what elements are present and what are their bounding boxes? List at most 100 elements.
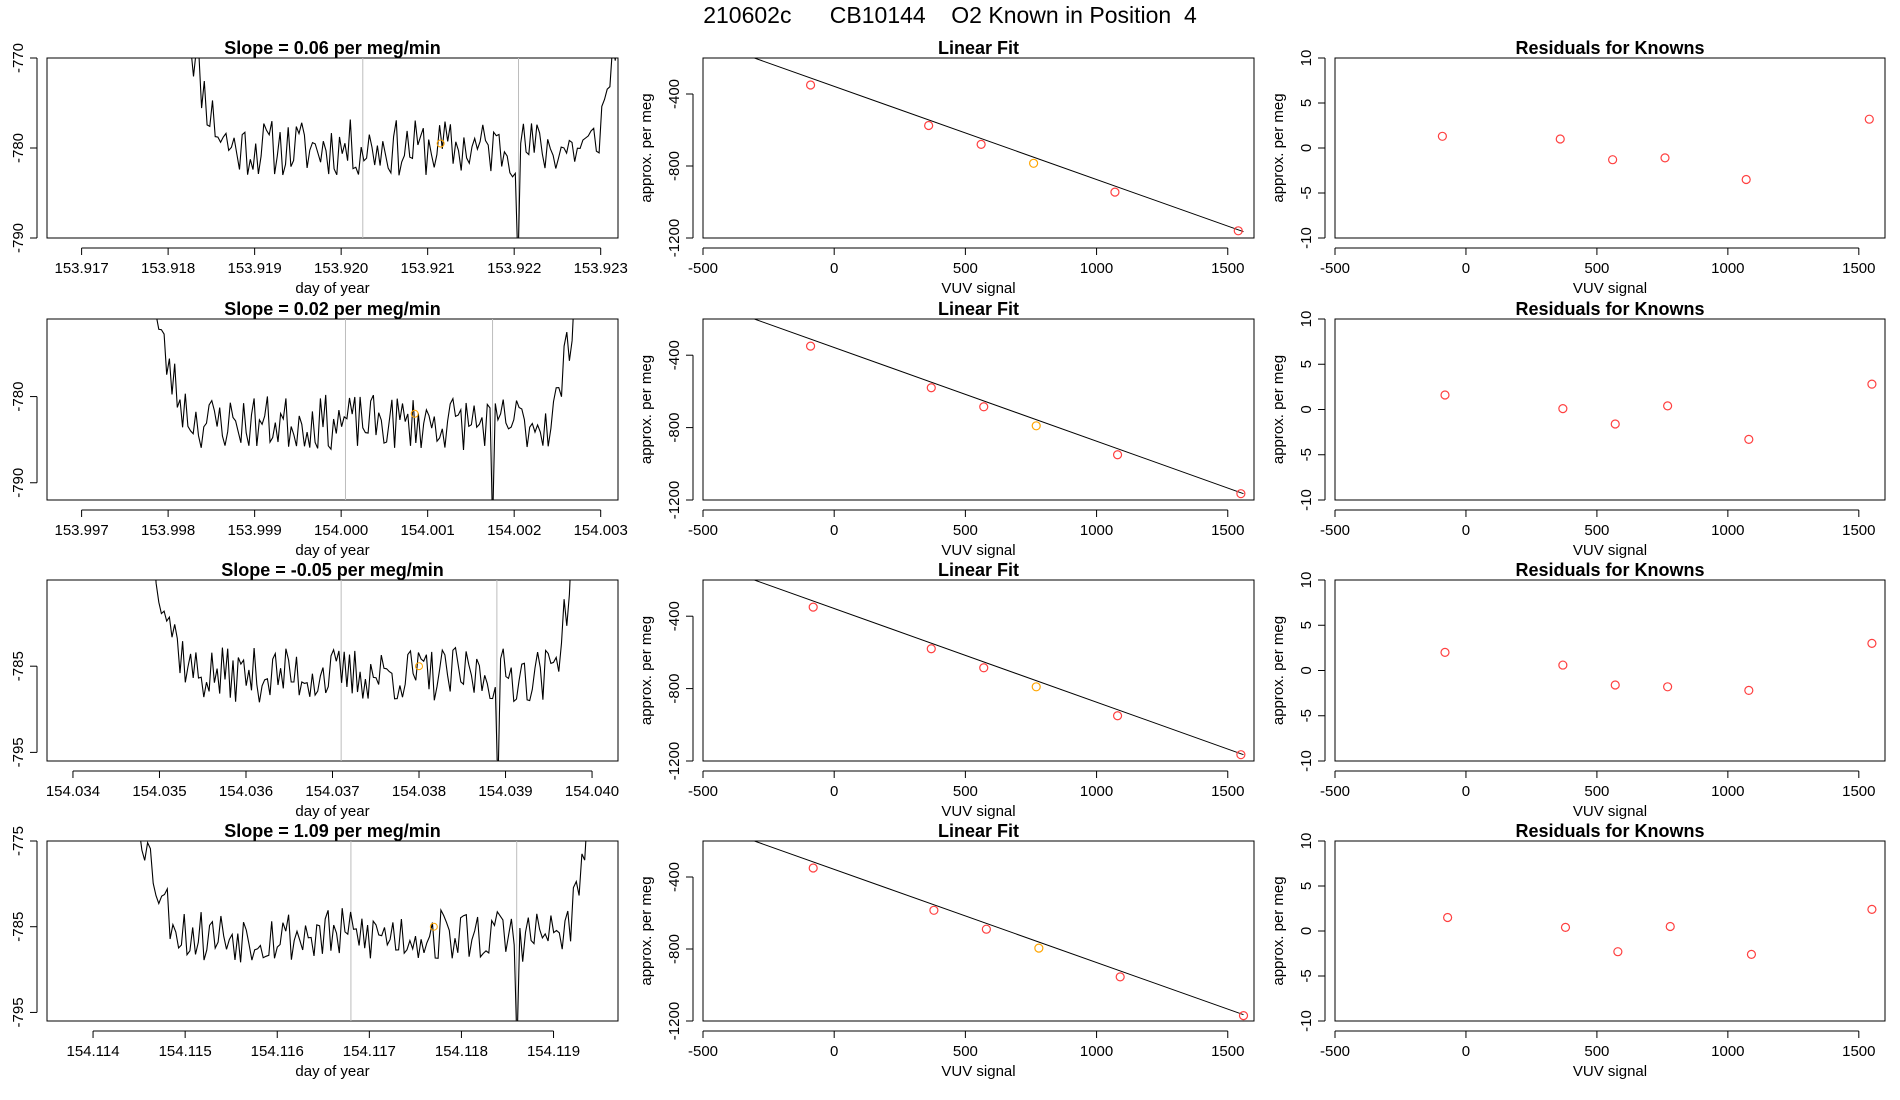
timeseries-panel-3: Slope = -0.05 per meg/min 154.034 154.035 1…	[10, 560, 619, 820]
panel-title: Linear Fit	[938, 38, 1019, 58]
x-tick-label: 154.038	[392, 783, 446, 800]
panel-title: Residuals for Knowns	[1515, 560, 1704, 580]
y-tick-label: 10	[1298, 572, 1315, 589]
x-tick-label: 1000	[1080, 522, 1113, 539]
residual-point	[1665, 921, 1675, 932]
y-tick-label: -800	[666, 934, 683, 964]
y-axis-label: approx. per meg	[1270, 616, 1287, 725]
fit-line	[752, 58, 1244, 233]
x-tick-label: 1500	[1211, 522, 1244, 539]
x-tick-label: 154.036	[219, 783, 273, 800]
y-tick-label: 10	[1298, 311, 1315, 328]
y-tick-label: -780	[10, 133, 27, 163]
known-point	[805, 341, 816, 351]
y-tick-label: -770	[10, 43, 27, 73]
x-tick-label: 154.114	[66, 1043, 119, 1060]
known-point	[981, 924, 991, 934]
residual-point	[1660, 153, 1670, 163]
unknown-marker	[415, 662, 424, 671]
y-tick-label: -780	[10, 382, 27, 412]
data-area	[140, 841, 587, 1021]
plot-frame	[46, 318, 619, 501]
x-tick-label: 154.002	[487, 522, 541, 539]
panel-title: Linear Fit	[938, 821, 1019, 841]
x-tick-label: 1000	[1711, 260, 1744, 277]
known-point	[808, 602, 818, 612]
y-axis-label: approx. per meg	[638, 616, 655, 725]
y-tick-label: -400	[666, 340, 683, 370]
known-point	[924, 120, 934, 131]
panel-title: Slope = 1.09 per meg/min	[224, 821, 441, 841]
x-tick-label: 154.118	[435, 1043, 488, 1060]
y-axis-label: approx. per meg	[638, 93, 655, 202]
timeseries-panel-1: Slope = 0.06 per meg/min 153.917 153.918 15…	[10, 38, 628, 297]
known-point	[979, 402, 989, 412]
x-axis-label: VUV signal	[1573, 803, 1647, 820]
residual-point	[1744, 685, 1754, 696]
residual-point	[1440, 647, 1450, 658]
data-area	[1440, 638, 1877, 696]
residual-point	[1613, 947, 1623, 957]
data-area	[752, 58, 1244, 236]
plot-frame	[46, 57, 619, 239]
x-tick-label: 154.001	[401, 522, 455, 539]
y-tick-label: -775	[10, 826, 27, 856]
known-point	[1112, 711, 1123, 721]
x-axis-label: day of year	[295, 1063, 369, 1080]
x-tick-label: 154.000	[314, 522, 368, 539]
x-tick-label: 153.921	[401, 260, 455, 277]
residual-point	[1610, 680, 1620, 690]
x-axis-label: VUV signal	[941, 542, 1015, 559]
residual-point	[1558, 660, 1568, 670]
y-tick-label: -1200	[666, 742, 683, 780]
residual-point	[1443, 912, 1453, 923]
y-tick-label: -795	[10, 737, 27, 767]
panel-title: Slope = 0.02 per meg/min	[224, 299, 441, 319]
y-tick-label: -5	[1298, 709, 1315, 722]
x-tick-label: 1500	[1211, 1043, 1244, 1060]
plot-frame	[46, 579, 619, 762]
x-tick-label: -500	[1320, 522, 1350, 539]
residual-point	[1440, 390, 1450, 400]
per-meg-trace	[155, 580, 571, 761]
x-tick-label: 500	[953, 1043, 978, 1060]
y-axis-label: approx. per meg	[638, 876, 655, 985]
x-tick-label: 500	[953, 783, 978, 800]
y-tick-label: -800	[666, 674, 683, 704]
plot-frame	[702, 840, 1255, 1022]
y-tick-label: 0	[1298, 666, 1315, 674]
data-area	[752, 841, 1249, 1021]
data-area	[1440, 379, 1877, 444]
residual-point	[1741, 174, 1751, 185]
residual-point	[1744, 434, 1754, 444]
unknown-marker	[436, 139, 445, 148]
x-tick-label: 153.999	[228, 522, 282, 539]
y-tick-label: -10	[1298, 227, 1315, 249]
x-tick-label: 500	[953, 260, 978, 277]
linear-fit-panel-3: Linear Fit -500 0 500 1000 1500 VUV signal -120…	[638, 560, 1255, 820]
residual-point	[1560, 922, 1571, 933]
y-tick-label: -795	[10, 997, 27, 1027]
x-tick-label: -500	[688, 1043, 718, 1060]
x-tick-label: 1000	[1080, 783, 1113, 800]
y-tick-label: -400	[666, 862, 683, 892]
fit-line	[752, 580, 1244, 756]
x-tick-label: 154.003	[574, 522, 628, 539]
y-tick-label: -800	[666, 413, 683, 443]
known-point	[1028, 158, 1039, 168]
x-tick-label: 154.119	[527, 1043, 580, 1060]
x-tick-label: -500	[688, 522, 718, 539]
y-tick-label: 0	[1298, 144, 1315, 152]
x-tick-label: 154.117	[343, 1043, 396, 1060]
figure-title: 210602c CB10144 O2 Known in Position 4	[703, 2, 1197, 28]
x-axis-label: VUV signal	[941, 803, 1015, 820]
y-tick-label: 5	[1298, 99, 1315, 107]
y-tick-label: -790	[10, 468, 27, 498]
residual-point	[1746, 949, 1757, 960]
x-tick-label: 0	[1462, 260, 1470, 277]
x-tick-label: 153.997	[54, 522, 108, 539]
x-tick-label: 153.923	[574, 260, 628, 277]
residual-point	[1867, 904, 1877, 915]
x-tick-label: 500	[1584, 522, 1609, 539]
y-axis-label: approx. per meg	[1270, 93, 1287, 202]
